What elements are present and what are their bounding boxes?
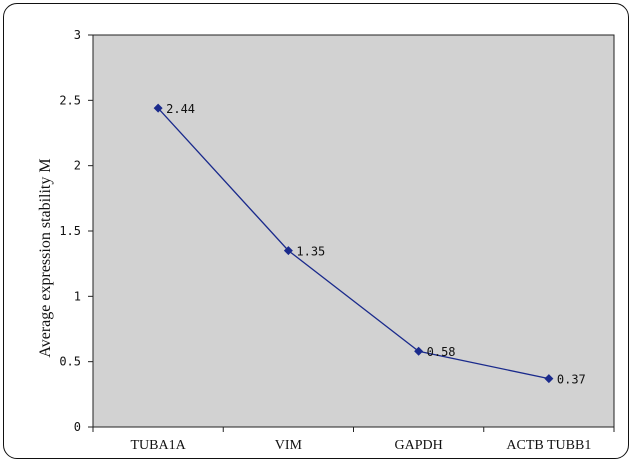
- y-tick-label: 0.5: [59, 355, 81, 369]
- y-axis: 0 0.5 1 1.5 2 2.5 3: [59, 28, 94, 434]
- y-tick-label: 1.5: [59, 224, 81, 238]
- x-tick-label: GAPDH: [395, 438, 443, 453]
- data-point: [414, 346, 424, 356]
- data-label: 1.35: [296, 245, 325, 259]
- data-point: [153, 103, 163, 113]
- data-point: [544, 374, 554, 384]
- data-label: 0.58: [427, 345, 456, 359]
- y-tick-label: 1: [74, 289, 81, 303]
- x-tick-label: VIM: [275, 438, 303, 453]
- x-tick-label: ACTB TUBB1: [506, 438, 591, 453]
- y-axis-label: Average expression stability M: [37, 158, 54, 357]
- series-line: 2.44 1.35 0.58 0.37: [153, 102, 586, 387]
- x-tick-label: TUBA1A: [131, 438, 187, 453]
- series-polyline: [157, 107, 550, 380]
- data-label: 2.44: [166, 102, 195, 116]
- plot-area: [92, 34, 615, 428]
- data-label: 0.37: [557, 373, 586, 387]
- y-tick-label: 3: [74, 28, 81, 42]
- y-tick-label: 2.5: [59, 93, 81, 107]
- x-axis: TUBA1A VIM GAPDH ACTB TUBB1: [92, 426, 615, 453]
- y-tick-label: 2: [74, 159, 81, 173]
- y-tick-label: 0: [74, 420, 81, 434]
- data-point: [283, 246, 293, 256]
